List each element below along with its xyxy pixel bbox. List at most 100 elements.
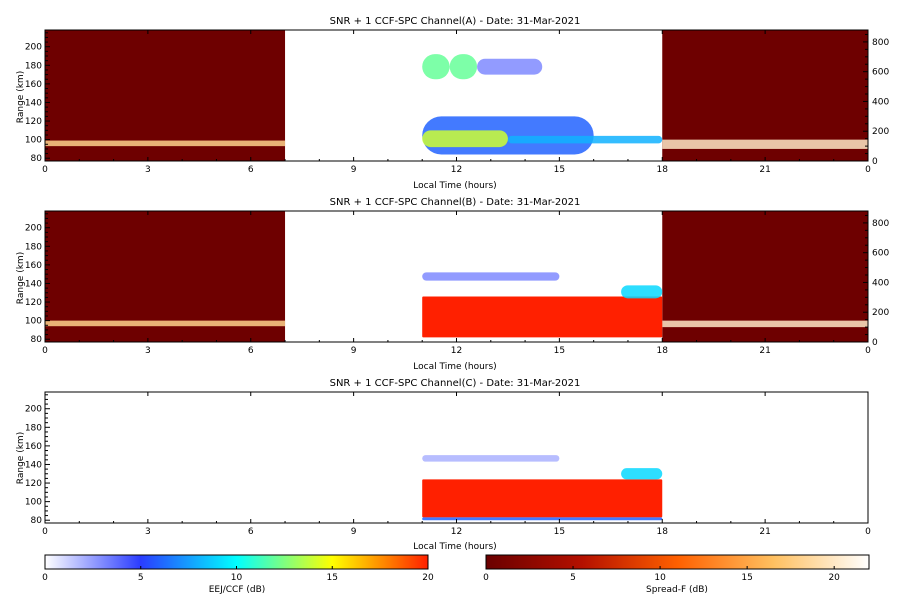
x-tick-label: 0 [42,346,48,356]
y-tick-label: 120 [25,479,42,489]
panel-b-plot: 0 3 6 9 12 15 18 21 0801001201401601802000200400… [25,210,889,356]
x-tick-label: 18 [657,165,669,175]
eej-echo [422,517,663,521]
panel-c: SNR + 1 CCF-SPC Channel(C) - Date: 31-Ma… [16,378,871,552]
x-tick-label: 9 [351,346,357,356]
eej-echo [507,135,663,144]
panel-b-ylabel: Range (km) [16,252,26,304]
y-tick-label: 100 [25,498,42,508]
x-tick-label: 12 [451,346,462,356]
x-tick-label: 21 [759,346,770,356]
colorbar-spread-f: Spread-F (dB) 0 5 10 15 20 [483,554,870,595]
panel-c-xlabel: Local Time (hours) [413,542,496,552]
right-y-tick-label: 0 [872,157,878,167]
panel-b: SNR + 1 CCF-SPC Channel(B) - Date: 31-Ma… [16,197,889,372]
x-tick-label: 21 [759,165,770,175]
panel-a-xlabel: Local Time (hours) [413,181,496,191]
panel-b-xlabel: Local Time (hours) [413,362,496,372]
y-tick-label: 180 [25,61,42,71]
right-y-tick-label: 200 [872,308,889,318]
panel-b-title: SNR + 1 CCF-SPC Channel(B) - Date: 31-Ma… [330,197,581,208]
right-y-tick-label: 800 [872,219,889,229]
eej-echo [422,54,450,80]
eej-echo [422,130,508,148]
y-tick-label: 140 [25,460,42,470]
x-tick-label: 12 [451,165,462,175]
colorbar-tick-label: 0 [42,573,48,583]
x-tick-label: 18 [657,527,669,537]
x-tick-label: 9 [351,165,357,175]
colorbar-eej: EEJ/CCF (dB) 0 5 10 15 20 [42,554,434,595]
colorbar-gradient [485,554,870,570]
colorbar-tick-label: 10 [231,573,243,583]
colorbar-spread-f-label: Spread-F (dB) [646,585,708,595]
right-y-tick-label: 200 [872,127,889,137]
y-tick-label: 160 [25,442,42,452]
y-tick-label: 120 [25,117,42,127]
y-tick-label: 180 [25,242,42,252]
x-tick-label: 12 [451,527,462,537]
x-tick-label: 15 [554,527,565,537]
colorbar-tick-label: 5 [570,573,576,583]
x-tick-label: 3 [145,346,151,356]
eej-echo [422,272,560,281]
y-tick-label: 80 [31,335,43,345]
x-tick-label: 0 [865,346,871,356]
x-tick-label: 3 [145,165,151,175]
panel-c-ylabel: Range (km) [16,432,26,484]
y-tick-label: 140 [25,279,42,289]
panel-a: SNR + 1 CCF-SPC Channel(A) - Date: 31-Ma… [16,16,889,191]
x-tick-label: 6 [248,346,254,356]
y-tick-label: 100 [25,317,42,327]
x-tick-label: 6 [248,165,254,175]
y-tick-label: 160 [25,261,42,271]
spread-f-band [662,320,868,328]
right-y-tick-label: 600 [872,68,889,78]
eej-echo [621,468,663,480]
y-tick-label: 100 [25,136,42,146]
eej-echo [621,285,663,299]
colorbar-tick-label: 20 [828,573,840,583]
spread-f-band [45,320,286,327]
spread-f-block [45,30,286,161]
x-tick-label: 0 [42,527,48,537]
x-tick-label: 0 [865,165,871,175]
spread-f-band [45,140,286,147]
colorbar-eej-label: EEJ/CCF (dB) [209,585,266,595]
x-tick-label: 15 [554,165,565,175]
eej-echo [477,58,543,75]
x-tick-label: 3 [145,527,151,537]
right-y-tick-label: 0 [872,338,878,348]
colorbar-tick-label: 0 [483,573,489,583]
y-tick-label: 180 [25,423,42,433]
panel-c-title: SNR + 1 CCF-SPC Channel(C) - Date: 31-Ma… [330,378,581,389]
y-tick-label: 200 [25,405,42,415]
colorbar-tick-label: 15 [741,573,752,583]
eej-echo [422,296,663,338]
y-tick-label: 140 [25,98,42,108]
x-tick-label: 0 [865,527,871,537]
eej-echo [422,479,663,518]
x-tick-label: 21 [759,527,770,537]
colorbar-tick-label: 15 [327,573,338,583]
x-tick-label: 6 [248,527,254,537]
panel-a-title: SNR + 1 CCF-SPC Channel(A) - Date: 31-Ma… [330,16,581,27]
y-tick-label: 200 [25,224,42,234]
right-y-tick-label: 400 [872,97,889,107]
spread-f-block [45,211,286,342]
x-tick-label: 15 [554,346,565,356]
x-tick-label: 18 [657,346,669,356]
x-tick-label: 0 [42,165,48,175]
y-tick-label: 80 [31,516,43,526]
colorbar-tick-label: 20 [422,573,434,583]
spread-f-block [662,211,868,342]
eej-echo [422,455,560,462]
y-tick-label: 160 [25,80,42,90]
y-tick-label: 80 [31,154,43,164]
panel-a-plot: 0 3 6 9 12 15 18 21 0801001201401601802000200400… [25,29,889,175]
y-tick-label: 200 [25,43,42,53]
x-tick-label: 9 [351,527,357,537]
colorbar-tick-label: 5 [138,573,144,583]
